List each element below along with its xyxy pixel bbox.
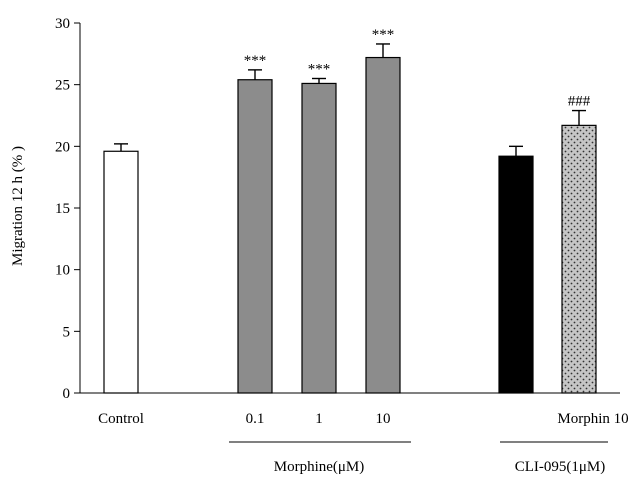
y-tick-label: 15 [55,201,70,217]
group-label: Morphine(μM) [274,459,365,475]
significance-label: ### [568,94,591,110]
bar [365,56,401,394]
x-tick-label: Control [98,411,144,427]
significance-label: *** [372,27,395,43]
y-tick-label: 25 [55,78,70,94]
axes: 0 5 10 15 20 25 30 [55,16,620,402]
bar [561,124,597,394]
x-tick-label: 1 [315,411,323,427]
y-tick-label: 30 [55,16,70,32]
significance-label: *** [244,53,267,69]
y-axis-label: Migration 12 h (% ) [10,146,26,266]
x-tick-label: Morphin 10 [557,411,628,427]
bar [301,82,337,394]
y-tick-label: 10 [55,263,70,279]
x-tick-label: 10 [376,411,391,427]
y-tick-label: 20 [55,139,70,155]
y-tick-label: 0 [63,386,71,402]
x-tick-label: 0.1 [246,411,265,427]
group-label: CLI-095(1μM) [515,459,606,475]
y-tick-label: 5 [63,324,71,340]
bar [103,150,139,394]
bar [498,155,534,394]
significance-label: *** [308,62,331,78]
bar [237,79,273,394]
bars-group [103,43,597,394]
labels-group: Control *** 0.1 *** 1 *** 10 ### Morphin 10 Morph… [98,27,629,475]
